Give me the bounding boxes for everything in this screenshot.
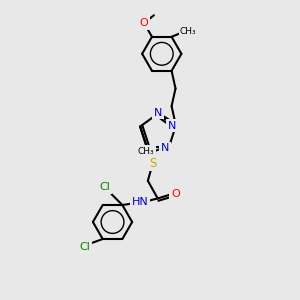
Text: CH₃: CH₃ [138, 147, 154, 156]
Text: Cl: Cl [80, 242, 91, 252]
Text: S: S [149, 157, 157, 169]
Text: O: O [171, 188, 180, 199]
Text: N: N [154, 108, 162, 118]
Text: N: N [161, 143, 169, 153]
Text: HN: HN [132, 197, 148, 207]
Text: Cl: Cl [99, 182, 110, 192]
Text: O: O [140, 18, 148, 28]
Text: CH₃: CH₃ [180, 27, 196, 36]
Text: N: N [167, 121, 176, 130]
